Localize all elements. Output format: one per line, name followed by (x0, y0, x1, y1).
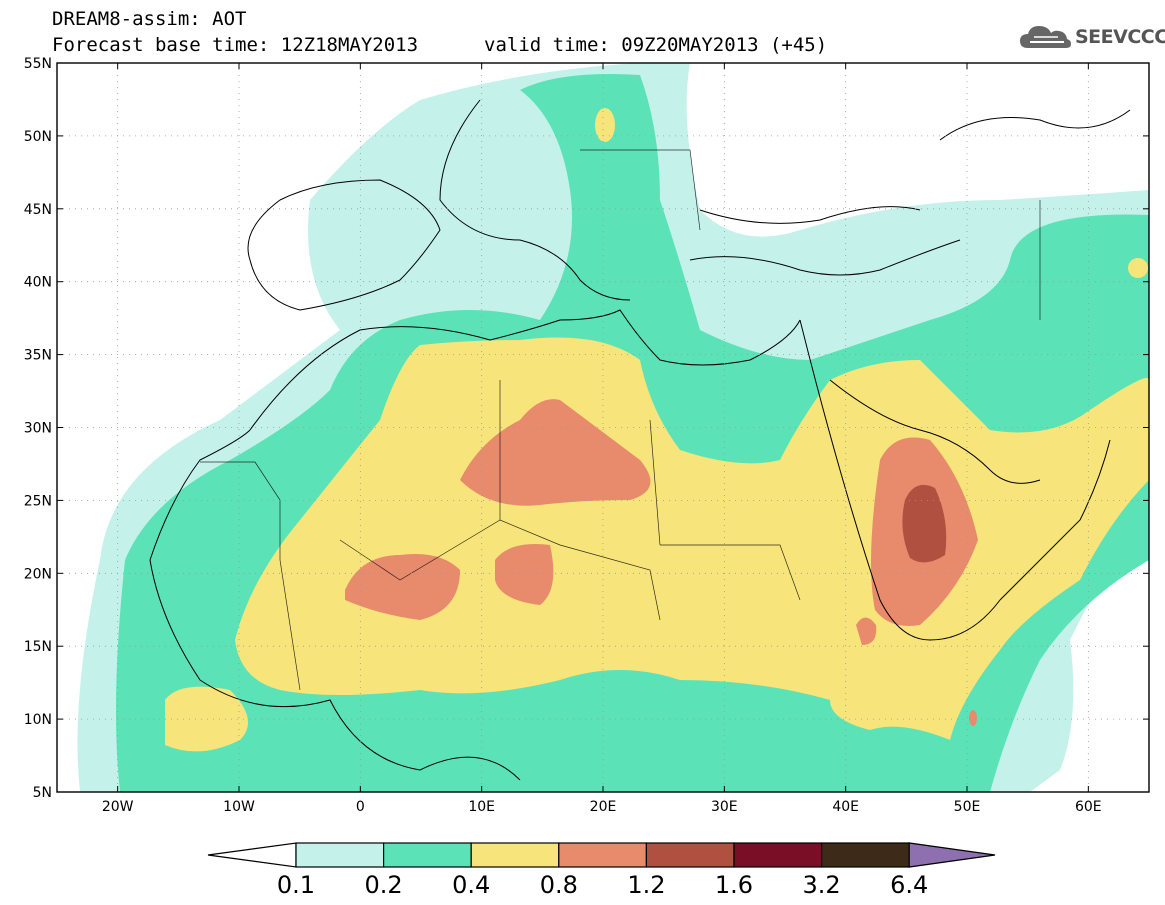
lat-label: 25N (24, 493, 52, 509)
lon-label: 0 (356, 799, 365, 815)
colorbar-level: 0.1 (277, 871, 315, 899)
graticule (57, 63, 1149, 792)
lon-label: 50E (954, 799, 981, 815)
colorbar-level: 0.8 (540, 871, 578, 899)
colorbar-level: 1.6 (715, 871, 753, 899)
aot-field (57, 63, 1149, 792)
colorbar-box (820, 842, 910, 868)
colorbar-box (733, 842, 823, 868)
lat-label: 55N (24, 56, 52, 72)
seevccc-logo: SEEVCCC (1018, 22, 1165, 52)
latitude-ticks: 55N 50N 45N 40N 35N 30N 25N 20N 15N 10N 5N (24, 56, 1149, 801)
colorbar: 0.1 0.2 0.4 0.8 1.2 1.6 3.2 6.4 (207, 842, 996, 899)
colorbar-box (645, 842, 735, 868)
lat-label: 35N (24, 348, 52, 364)
country-borders (200, 149, 1041, 691)
lon-label: 20E (590, 799, 617, 815)
colorbar-under-arrow (207, 842, 297, 868)
colorbar-box (295, 842, 385, 868)
colorbar-box (558, 842, 647, 868)
colorbar-level: 6.4 (890, 871, 928, 899)
lon-label: 40E (832, 799, 859, 815)
lat-label: 45N (24, 202, 52, 218)
lat-label: 15N (24, 639, 52, 655)
lat-label: 20N (24, 566, 52, 582)
lon-label: 10E (468, 799, 495, 815)
valid-time: valid time: 09Z20MAY2013 (+45) (484, 34, 828, 56)
lat-label: 30N (24, 421, 52, 437)
colorbar-box (383, 842, 472, 868)
lon-label: 30E (711, 799, 738, 815)
lat-label: 5N (33, 785, 52, 801)
forecast-base-time: Forecast base time: 12Z18MAY2013 (52, 34, 419, 56)
coastlines (149, 99, 1131, 781)
lon-label: 10W (223, 799, 255, 815)
lat-label: 10N (24, 712, 52, 728)
colorbar-level: 0.2 (365, 871, 403, 899)
colorbar-over-arrow (908, 842, 996, 868)
logo-text: SEEVCCC (1075, 26, 1165, 48)
lat-label: 40N (24, 275, 52, 291)
colorbar-box (470, 842, 560, 868)
lon-label: 60E (1075, 799, 1102, 815)
cloud-icon (1020, 26, 1071, 48)
map-title: DREAM8-assim: AOT (52, 8, 247, 30)
colorbar-level: 3.2 (803, 871, 841, 899)
colorbar-level: 0.4 (452, 871, 490, 899)
lon-label: 20W (102, 799, 134, 815)
longitude-ticks: 20W 10W 0 10E 20E 30E 40E 50E 60E (102, 63, 1102, 815)
colorbar-level: 1.2 (627, 871, 665, 899)
lat-label: 50N (24, 129, 52, 145)
